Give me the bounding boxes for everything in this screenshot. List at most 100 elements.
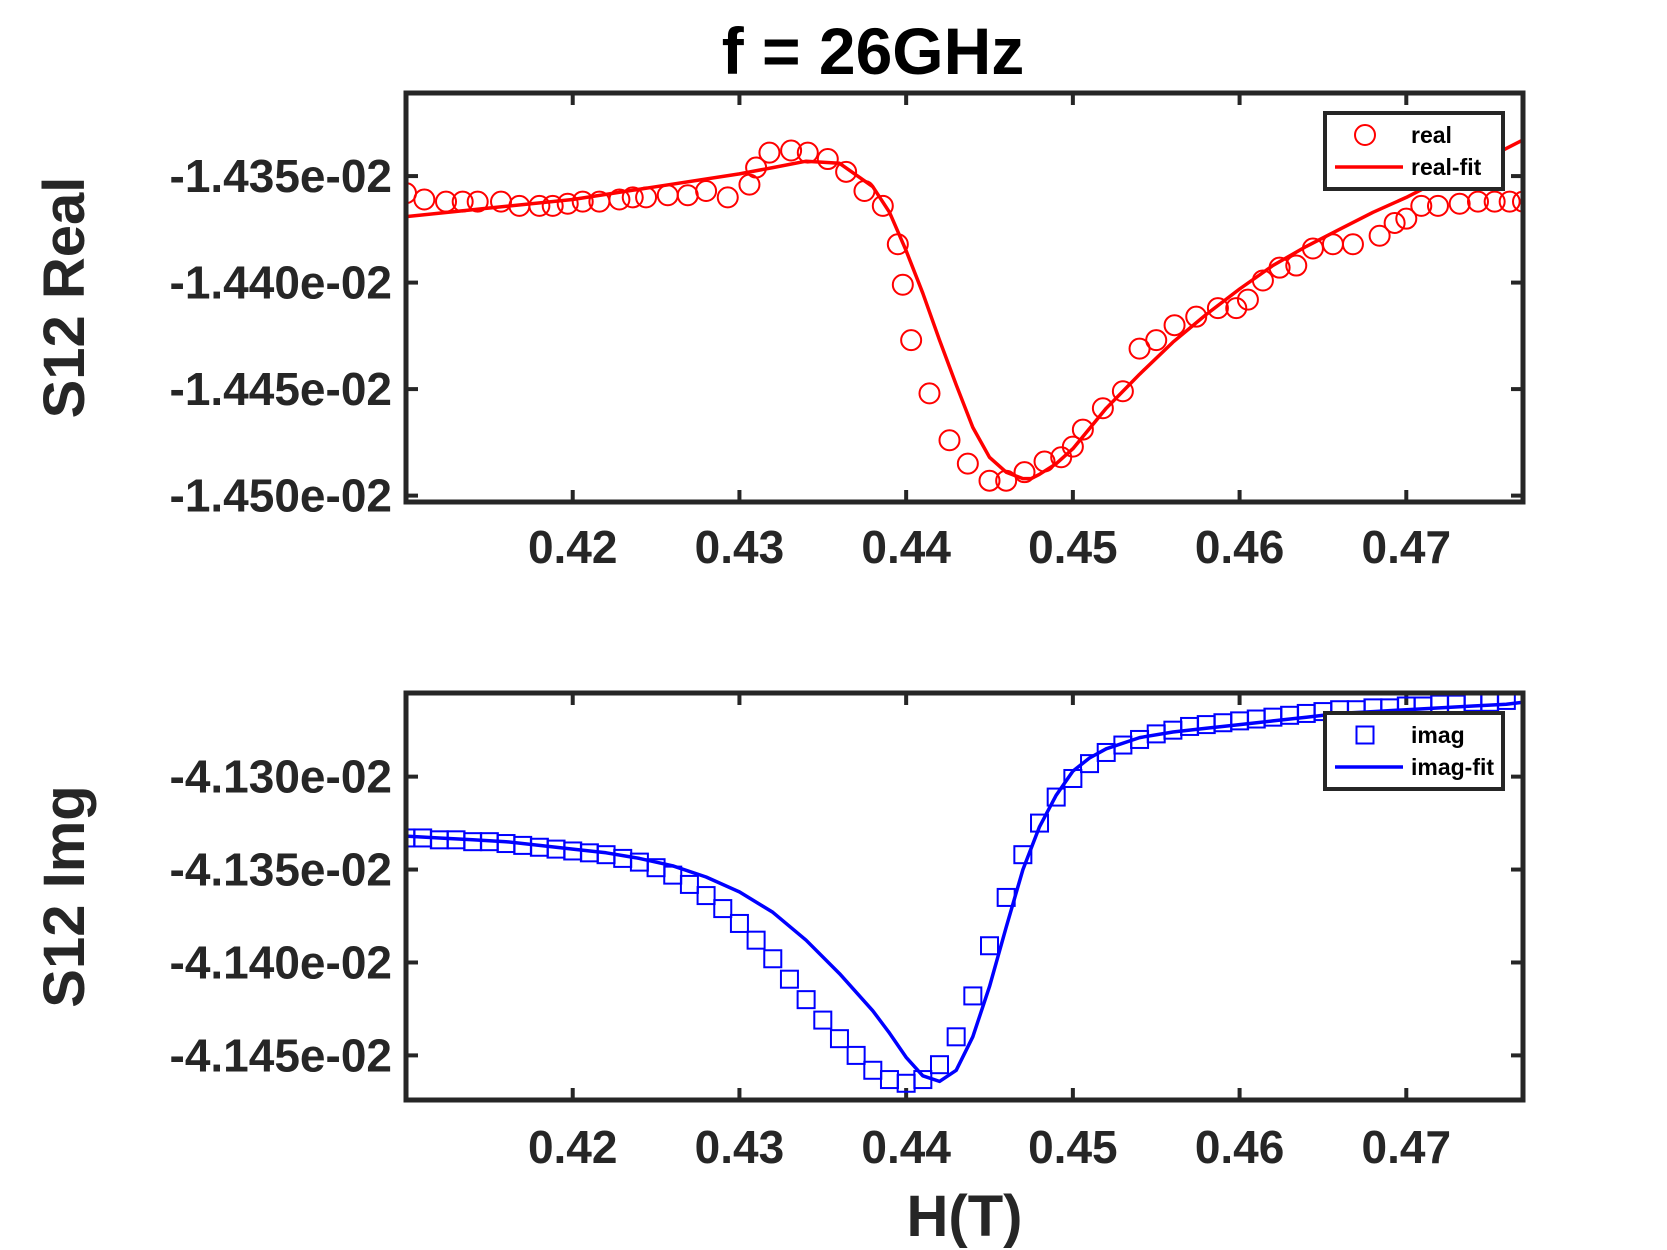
data-point (846, 1045, 866, 1065)
data-point (1512, 190, 1523, 213)
x-tick-label: 0.44 (861, 1121, 951, 1173)
data-point (466, 190, 489, 213)
x-tick-label: 0.47 (1362, 1121, 1452, 1173)
legend-label: imag (1411, 722, 1465, 748)
data-point (1030, 813, 1050, 833)
legend-marker-swatch (1355, 725, 1375, 745)
data-point (956, 452, 979, 475)
data-point (763, 949, 783, 969)
data-point (571, 190, 594, 213)
data-point (613, 848, 633, 868)
data-point (1013, 845, 1033, 865)
data-point (556, 192, 579, 215)
data-point (1410, 194, 1433, 217)
data-point (779, 969, 799, 989)
data-point (1463, 693, 1483, 712)
data-point (946, 1027, 966, 1047)
data-point (816, 148, 839, 171)
data-point (891, 273, 914, 296)
data-point (1341, 233, 1364, 256)
data-point (1091, 397, 1114, 420)
y-tick-label: -4.140e-02 (170, 936, 393, 988)
y-tick-label: -1.445e-02 (170, 363, 393, 415)
data-point (1145, 329, 1168, 352)
data-point (1426, 194, 1449, 217)
y-tick-label: -1.440e-02 (170, 257, 393, 309)
data-point (695, 179, 718, 202)
data-point (1480, 693, 1500, 712)
y-axis-label: S12 Img (32, 785, 97, 1007)
data-point (1071, 418, 1094, 441)
imag-part-axes: 0.42 0.43 0.44 0.45 0.46 0.47 -4.130e-02 -4.135… (32, 690, 1526, 1249)
data-point (621, 186, 644, 209)
real-part-axes: 0.42 0.43 0.44 0.45 0.46 0.47 -1.435e-02 -1.440… (32, 90, 1526, 573)
legend-marker-swatch (1354, 124, 1376, 146)
data-point (813, 1010, 833, 1030)
data-point (1285, 254, 1308, 277)
data-point (1061, 435, 1084, 458)
x-axis-label: H(T) (907, 1184, 1023, 1249)
x-tick-label: 0.45 (1028, 521, 1118, 573)
data-point (1236, 288, 1259, 311)
data-point (796, 990, 816, 1010)
data-point (963, 986, 983, 1006)
x-tick-label: 0.44 (861, 521, 951, 573)
y-tick-label: -4.130e-02 (170, 751, 393, 803)
data-point (863, 1060, 883, 1080)
data-point (1206, 297, 1229, 320)
data-point (1395, 207, 1418, 230)
data-point (1225, 297, 1248, 320)
x-tick-label: 0.45 (1028, 1121, 1118, 1173)
data-point (746, 930, 766, 950)
data-point (528, 194, 551, 217)
data-point (1368, 224, 1391, 247)
data-point (729, 913, 749, 933)
legend-label: real (1411, 122, 1452, 148)
data-point (929, 1055, 949, 1075)
data-point (1448, 192, 1471, 215)
data-point (1498, 190, 1521, 213)
data-point (835, 160, 858, 183)
y-tick-label: -1.450e-02 (170, 470, 393, 522)
fit-line (406, 138, 1523, 481)
axes-frame (403, 690, 1526, 1103)
data-point (900, 329, 923, 352)
data-point (1446, 694, 1466, 714)
figure-title: f = 26GHz (722, 14, 1025, 88)
data-point (980, 936, 1000, 956)
data-point (780, 139, 803, 162)
data-point (829, 1029, 849, 1049)
x-tick-label: 0.43 (695, 1121, 785, 1173)
legend-label: imag-fit (1411, 754, 1494, 780)
data-point (871, 194, 894, 217)
y-tick-label: -1.435e-02 (170, 150, 393, 202)
data-point (1046, 787, 1066, 807)
data-point (713, 899, 733, 919)
fit-line (406, 700, 1523, 1084)
data-point (938, 429, 961, 452)
data-point (608, 188, 631, 211)
x-tick-label: 0.46 (1195, 1121, 1285, 1173)
data-point (1496, 693, 1516, 710)
y-tick-label: -4.145e-02 (170, 1029, 393, 1081)
x-tick-label: 0.46 (1195, 521, 1285, 573)
data-point (1111, 380, 1134, 403)
data-point (879, 1070, 899, 1090)
data-point (656, 184, 679, 207)
data-point (1013, 461, 1036, 484)
data-point (1383, 211, 1406, 234)
data-point (696, 886, 716, 906)
legend-label: real-fit (1411, 154, 1482, 180)
x-tick-label: 0.47 (1362, 521, 1452, 573)
legend: real real-fit (1323, 111, 1505, 191)
plot-area (406, 138, 1523, 492)
data-point (1430, 694, 1450, 714)
legend-box (1323, 111, 1505, 191)
data-point (679, 874, 699, 894)
legend-box (1323, 711, 1505, 791)
data-point (758, 141, 781, 164)
data-point (1466, 190, 1489, 213)
legend: imag imag-fit (1323, 711, 1505, 791)
data-point (918, 382, 941, 405)
